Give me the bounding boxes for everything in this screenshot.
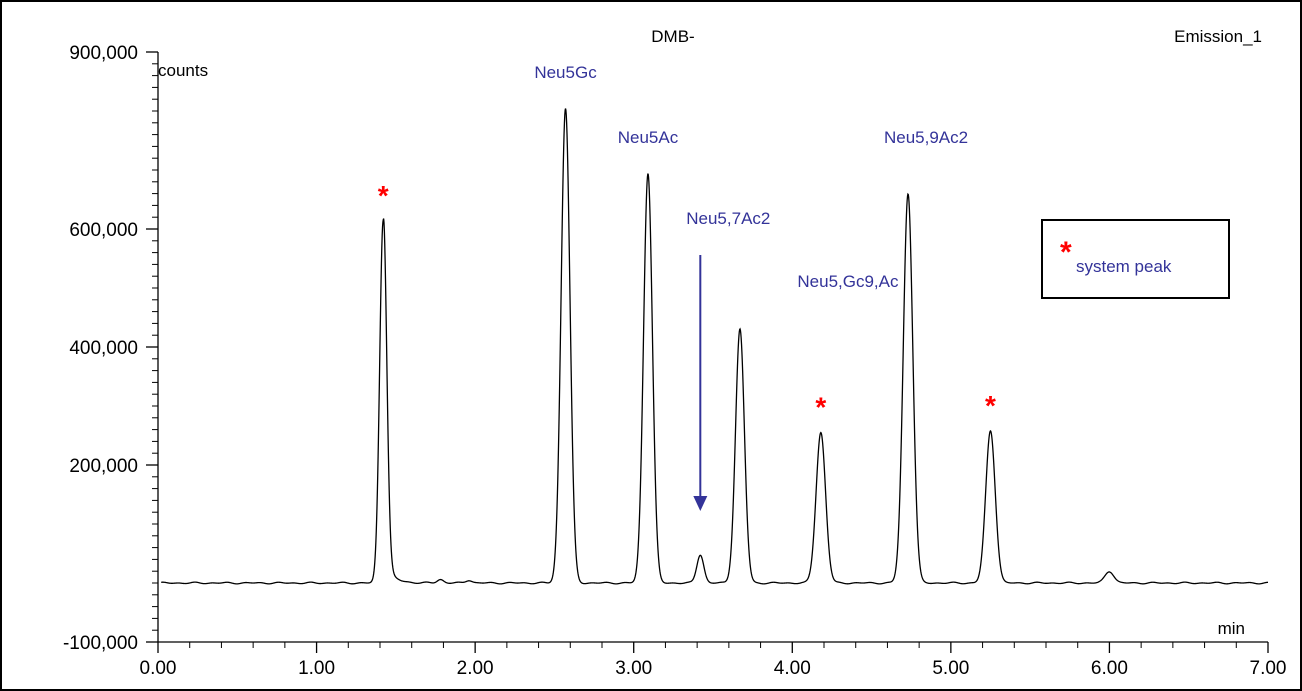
x-tick-label: 4.00 [774, 658, 811, 679]
x-tick-label: 5.00 [932, 658, 969, 679]
x-tick-label: 6.00 [1091, 658, 1128, 679]
peak-annotations: Neu5Gc Neu5Ac Neu5,7Ac2 Neu5,Gc9,Ac Neu5,9Ac… [378, 63, 996, 511]
system-peak-marker: * [985, 390, 996, 421]
system-peak-marker: * [815, 392, 826, 423]
system-peak-marker: * [378, 180, 389, 211]
x-tick-label: 1.00 [298, 658, 335, 679]
ticks: 0.00 1.00 2.00 3.00 4.00 5.00 6.00 7.00 900,000 6… [63, 43, 1287, 679]
legend-box [1041, 219, 1230, 299]
x-tick-label: 7.00 [1250, 658, 1287, 679]
legend-text: system peak [1076, 257, 1172, 276]
peak-label: Neu5,7Ac2 [686, 209, 770, 228]
axes [157, 52, 1268, 643]
peak-label: Neu5Gc [534, 63, 597, 82]
peak-label: Neu5,9Ac2 [884, 128, 968, 147]
peak-label: Neu5,Gc9,Ac [797, 272, 899, 291]
y-axis-label: counts [158, 61, 208, 80]
y-tick-label: 900,000 [69, 43, 138, 64]
chromatogram-trace [161, 108, 1269, 585]
x-tick-label: 2.00 [457, 658, 494, 679]
x-tick-label: 3.00 [615, 658, 652, 679]
peak-label: Neu5Ac [618, 128, 679, 147]
y-tick-label: 400,000 [69, 338, 138, 359]
y-tick-label: 200,000 [69, 456, 138, 477]
legend-marker: * [1060, 236, 1072, 269]
x-tick-label: 0.00 [140, 658, 177, 679]
arrow-head [693, 496, 708, 511]
y-tick-label: -100,000 [63, 633, 138, 654]
y-tick-label: 600,000 [69, 220, 138, 241]
channel-label: Emission_1 [1174, 27, 1262, 46]
chart-title: DMB- [651, 27, 694, 46]
x-axis-label: min [1218, 619, 1245, 638]
